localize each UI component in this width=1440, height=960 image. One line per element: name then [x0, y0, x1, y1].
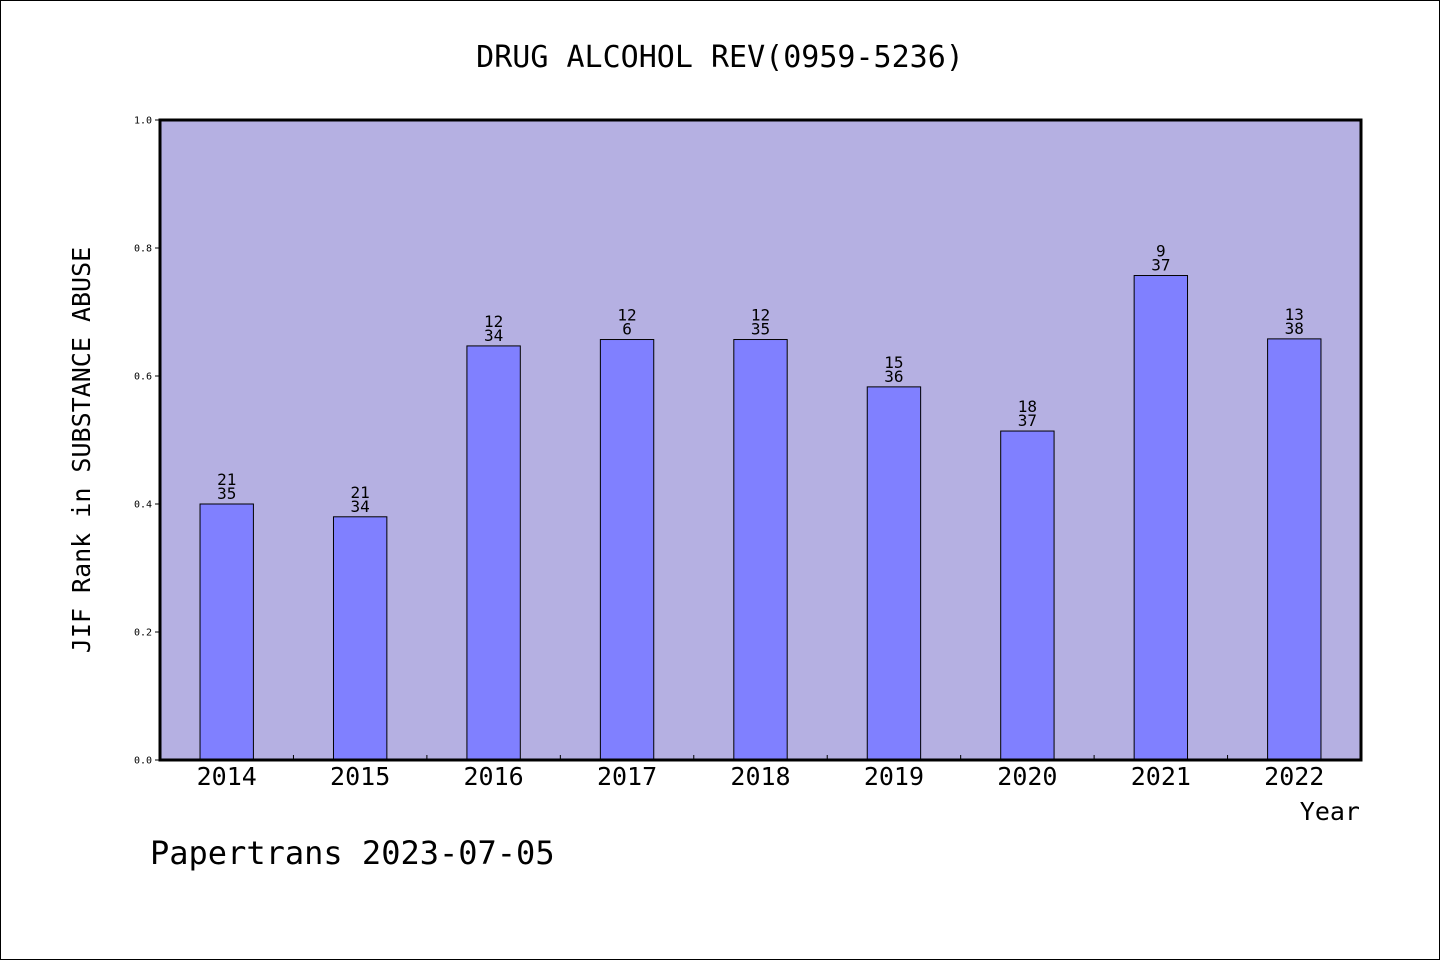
- bar-label-bottom: 37: [1151, 256, 1170, 275]
- y-tick-label: 0.0: [134, 756, 152, 767]
- chart-title: DRUG ALCOHOL REV(0959-5236): [476, 40, 964, 75]
- bar-label-bottom: 34: [351, 497, 370, 516]
- y-axis: 0.0 0.2 0.4 0.6 0.8 1.0: [134, 116, 160, 767]
- bar-2020: [1000, 430, 1055, 761]
- y-axis-title: JIF Rank in SUBSTANCE ABUSE: [67, 247, 96, 653]
- x-tick-label: 2020: [997, 762, 1057, 791]
- bar-label-bottom: 37: [1018, 411, 1037, 430]
- bar-label-top: 9: [1156, 242, 1166, 261]
- y-tick-label: 1.0: [134, 116, 152, 127]
- x-axis-title: Year: [1300, 797, 1360, 826]
- bar-label-top: 12: [617, 306, 636, 325]
- bar-2018: [733, 339, 788, 761]
- x-tick-label: 2018: [730, 762, 790, 791]
- bar-2022: [1267, 338, 1322, 761]
- bar-label-bottom: 35: [751, 320, 770, 339]
- y-tick-label: 0.4: [134, 500, 152, 511]
- bar-label-top: 21: [351, 483, 370, 502]
- bar-2014: [199, 503, 254, 761]
- footer-credit: Papertrans 2023-07-05: [150, 834, 555, 872]
- axis-frame: [158, 118, 1363, 762]
- x-axis: 2014 2015 2016 2017 2018 2019 2020 2021 2022: [197, 755, 1324, 791]
- bar-label-top: 12: [751, 306, 770, 325]
- y-tick-label: 0.6: [134, 372, 152, 383]
- bar-label-top: 13: [1285, 305, 1304, 324]
- y-tick-label: 0.2: [134, 628, 152, 639]
- bar-2016: [466, 345, 521, 761]
- bar-label-bottom: 35: [217, 484, 236, 503]
- bar-label-bottom: 36: [884, 367, 903, 386]
- bar-2019: [866, 386, 922, 761]
- bar-label-bottom: 34: [484, 326, 503, 345]
- x-tick-label: 2014: [197, 762, 257, 791]
- bar-label-top: 21: [217, 470, 236, 489]
- bar-label-bottom: 38: [1285, 319, 1304, 338]
- x-tick-label: 2017: [597, 762, 657, 791]
- bar-label-top: 12: [484, 312, 503, 331]
- bar-label-bottom: 6: [622, 320, 632, 339]
- x-tick-label: 2015: [330, 762, 390, 791]
- bar-label-top: 18: [1018, 397, 1037, 416]
- x-tick-label: 2022: [1264, 762, 1324, 791]
- bar-label-top: 15: [884, 353, 903, 372]
- bars-group: [199, 275, 1322, 761]
- y-tick-label: 0.8: [134, 244, 152, 255]
- x-tick-label: 2016: [464, 762, 524, 791]
- x-tick-label: 2019: [864, 762, 924, 791]
- bar-2017: [599, 339, 655, 761]
- bar-2021: [1133, 275, 1189, 761]
- bar-2015: [332, 516, 388, 761]
- x-tick-label: 2021: [1131, 762, 1191, 791]
